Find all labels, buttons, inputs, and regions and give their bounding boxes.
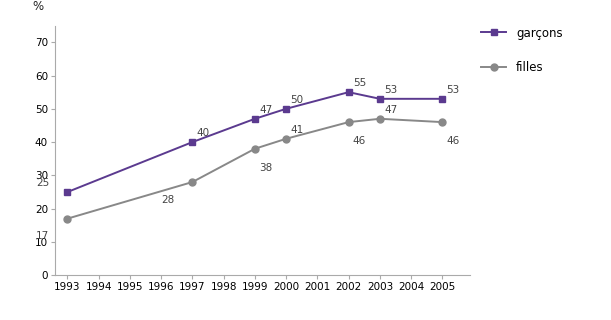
- garçons: [282, 107, 290, 111]
- Text: 17: 17: [36, 231, 49, 241]
- Line: garçons: garçons: [64, 89, 446, 196]
- filles: [345, 120, 353, 124]
- Text: 53: 53: [384, 85, 397, 95]
- garçons: [64, 190, 71, 194]
- Line: filles: filles: [64, 115, 446, 222]
- filles: [251, 147, 258, 151]
- Text: 47: 47: [259, 105, 273, 115]
- garçons: [189, 140, 196, 144]
- Text: 25: 25: [36, 178, 49, 188]
- Text: 38: 38: [259, 163, 273, 172]
- Text: %: %: [32, 0, 43, 13]
- Text: 41: 41: [290, 124, 304, 135]
- garçons: [439, 97, 446, 101]
- garçons: [345, 90, 353, 94]
- Text: 46: 46: [353, 136, 366, 146]
- Legend: garçons, filles: garçons, filles: [480, 27, 563, 74]
- garçons: [251, 117, 258, 121]
- filles: [439, 120, 446, 124]
- filles: [189, 180, 196, 184]
- Text: 40: 40: [197, 128, 210, 138]
- garçons: [376, 97, 384, 101]
- Text: 55: 55: [353, 78, 366, 88]
- filles: [376, 117, 384, 121]
- Text: 53: 53: [447, 85, 459, 95]
- Text: 28: 28: [161, 195, 174, 204]
- Text: 50: 50: [290, 95, 304, 105]
- filles: [282, 137, 290, 141]
- Text: 47: 47: [384, 105, 397, 115]
- Text: 46: 46: [447, 136, 459, 146]
- filles: [64, 217, 71, 220]
